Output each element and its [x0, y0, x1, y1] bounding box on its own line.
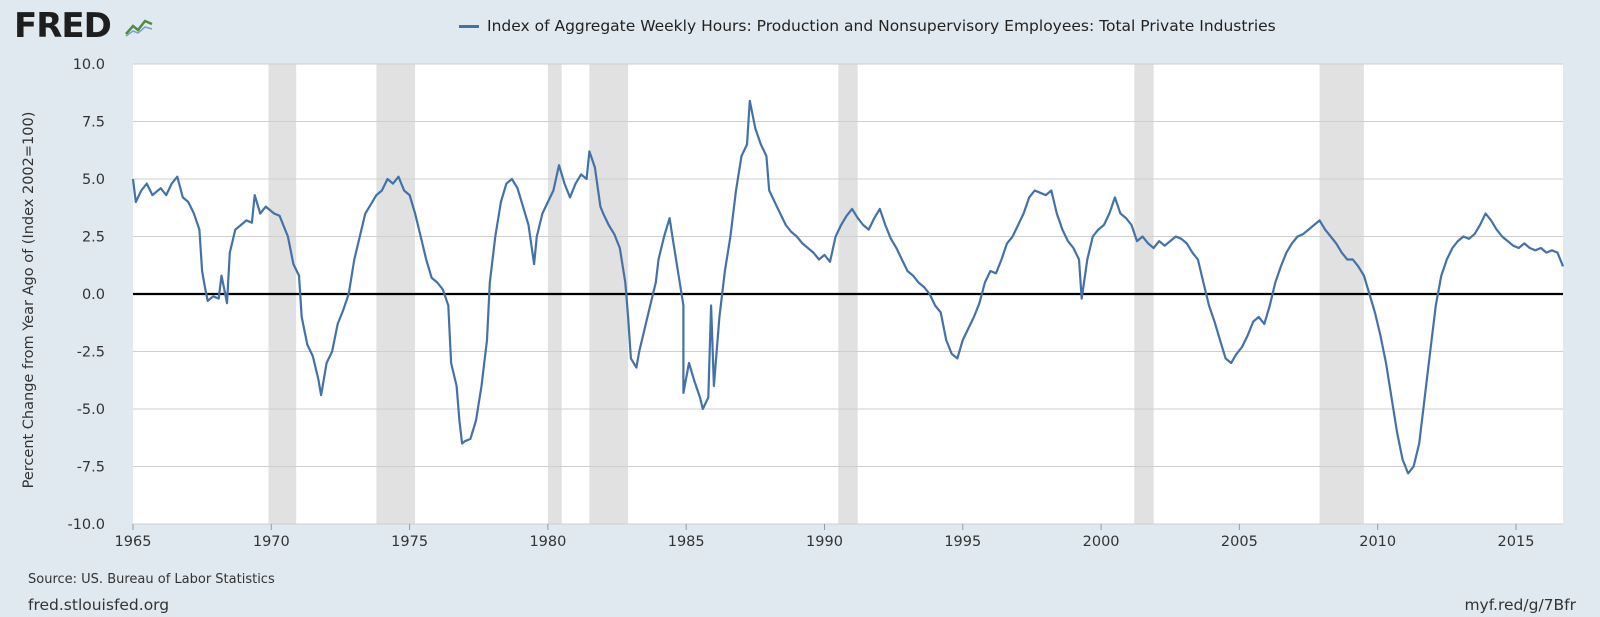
chart-title: Index of Aggregate Weekly Hours: Product…	[487, 17, 1276, 35]
y-tick-label: -7.5	[77, 460, 105, 476]
x-tick-label: 1975	[391, 534, 428, 550]
x-tick-label: 2015	[1498, 534, 1535, 550]
legend-swatch	[459, 24, 479, 28]
x-tick-label: 1995	[944, 534, 981, 550]
series-line	[131, 99, 1565, 475]
gridlines	[133, 63, 1563, 525]
y-tick-label: -5.0	[77, 402, 105, 418]
site-link[interactable]: fred.stlouisfed.org	[28, 596, 170, 614]
fred-logo[interactable]: FRED	[14, 6, 112, 46]
x-axis: 1965 1970 1975 1980 1985 1990 1995 2000 2005 2010…	[115, 524, 1535, 550]
y-tick-label: -2.5	[77, 345, 105, 361]
y-tick-label: 0.0	[82, 287, 105, 303]
x-tick-label: 1985	[668, 534, 705, 550]
y-tick-label: -10.0	[67, 517, 105, 533]
y-tick-label: 7.5	[82, 115, 105, 131]
fred-chart-logo-icon	[124, 14, 154, 38]
x-tick-label: 2010	[1359, 534, 1396, 550]
source-note: Source: US. Bureau of Labor Statistics	[28, 572, 275, 587]
x-tick-label: 1965	[115, 534, 152, 550]
y-axis-label: Percent Change from Year Ago of (Index 2…	[21, 112, 37, 489]
x-tick-label: 1980	[529, 534, 566, 550]
x-tick-label: 2000	[1083, 534, 1120, 550]
y-tick-label: 10.0	[73, 57, 105, 73]
y-tick-label: 5.0	[82, 172, 105, 188]
series-group	[131, 99, 1565, 475]
short-url-link[interactable]: myf.red/g/7Bfr	[1464, 596, 1576, 614]
x-tick-label: 1990	[806, 534, 843, 550]
x-tick-label: 1970	[253, 534, 290, 550]
x-tick-label: 2005	[1221, 534, 1258, 550]
y-tick-label: 2.5	[82, 230, 105, 246]
y-axis: 10.0 7.5 5.0 2.5 0.0 -2.5 -5.0 -7.5 -10.0	[67, 57, 105, 533]
chart-legend: Index of Aggregate Weekly Hours: Product…	[459, 17, 1276, 35]
